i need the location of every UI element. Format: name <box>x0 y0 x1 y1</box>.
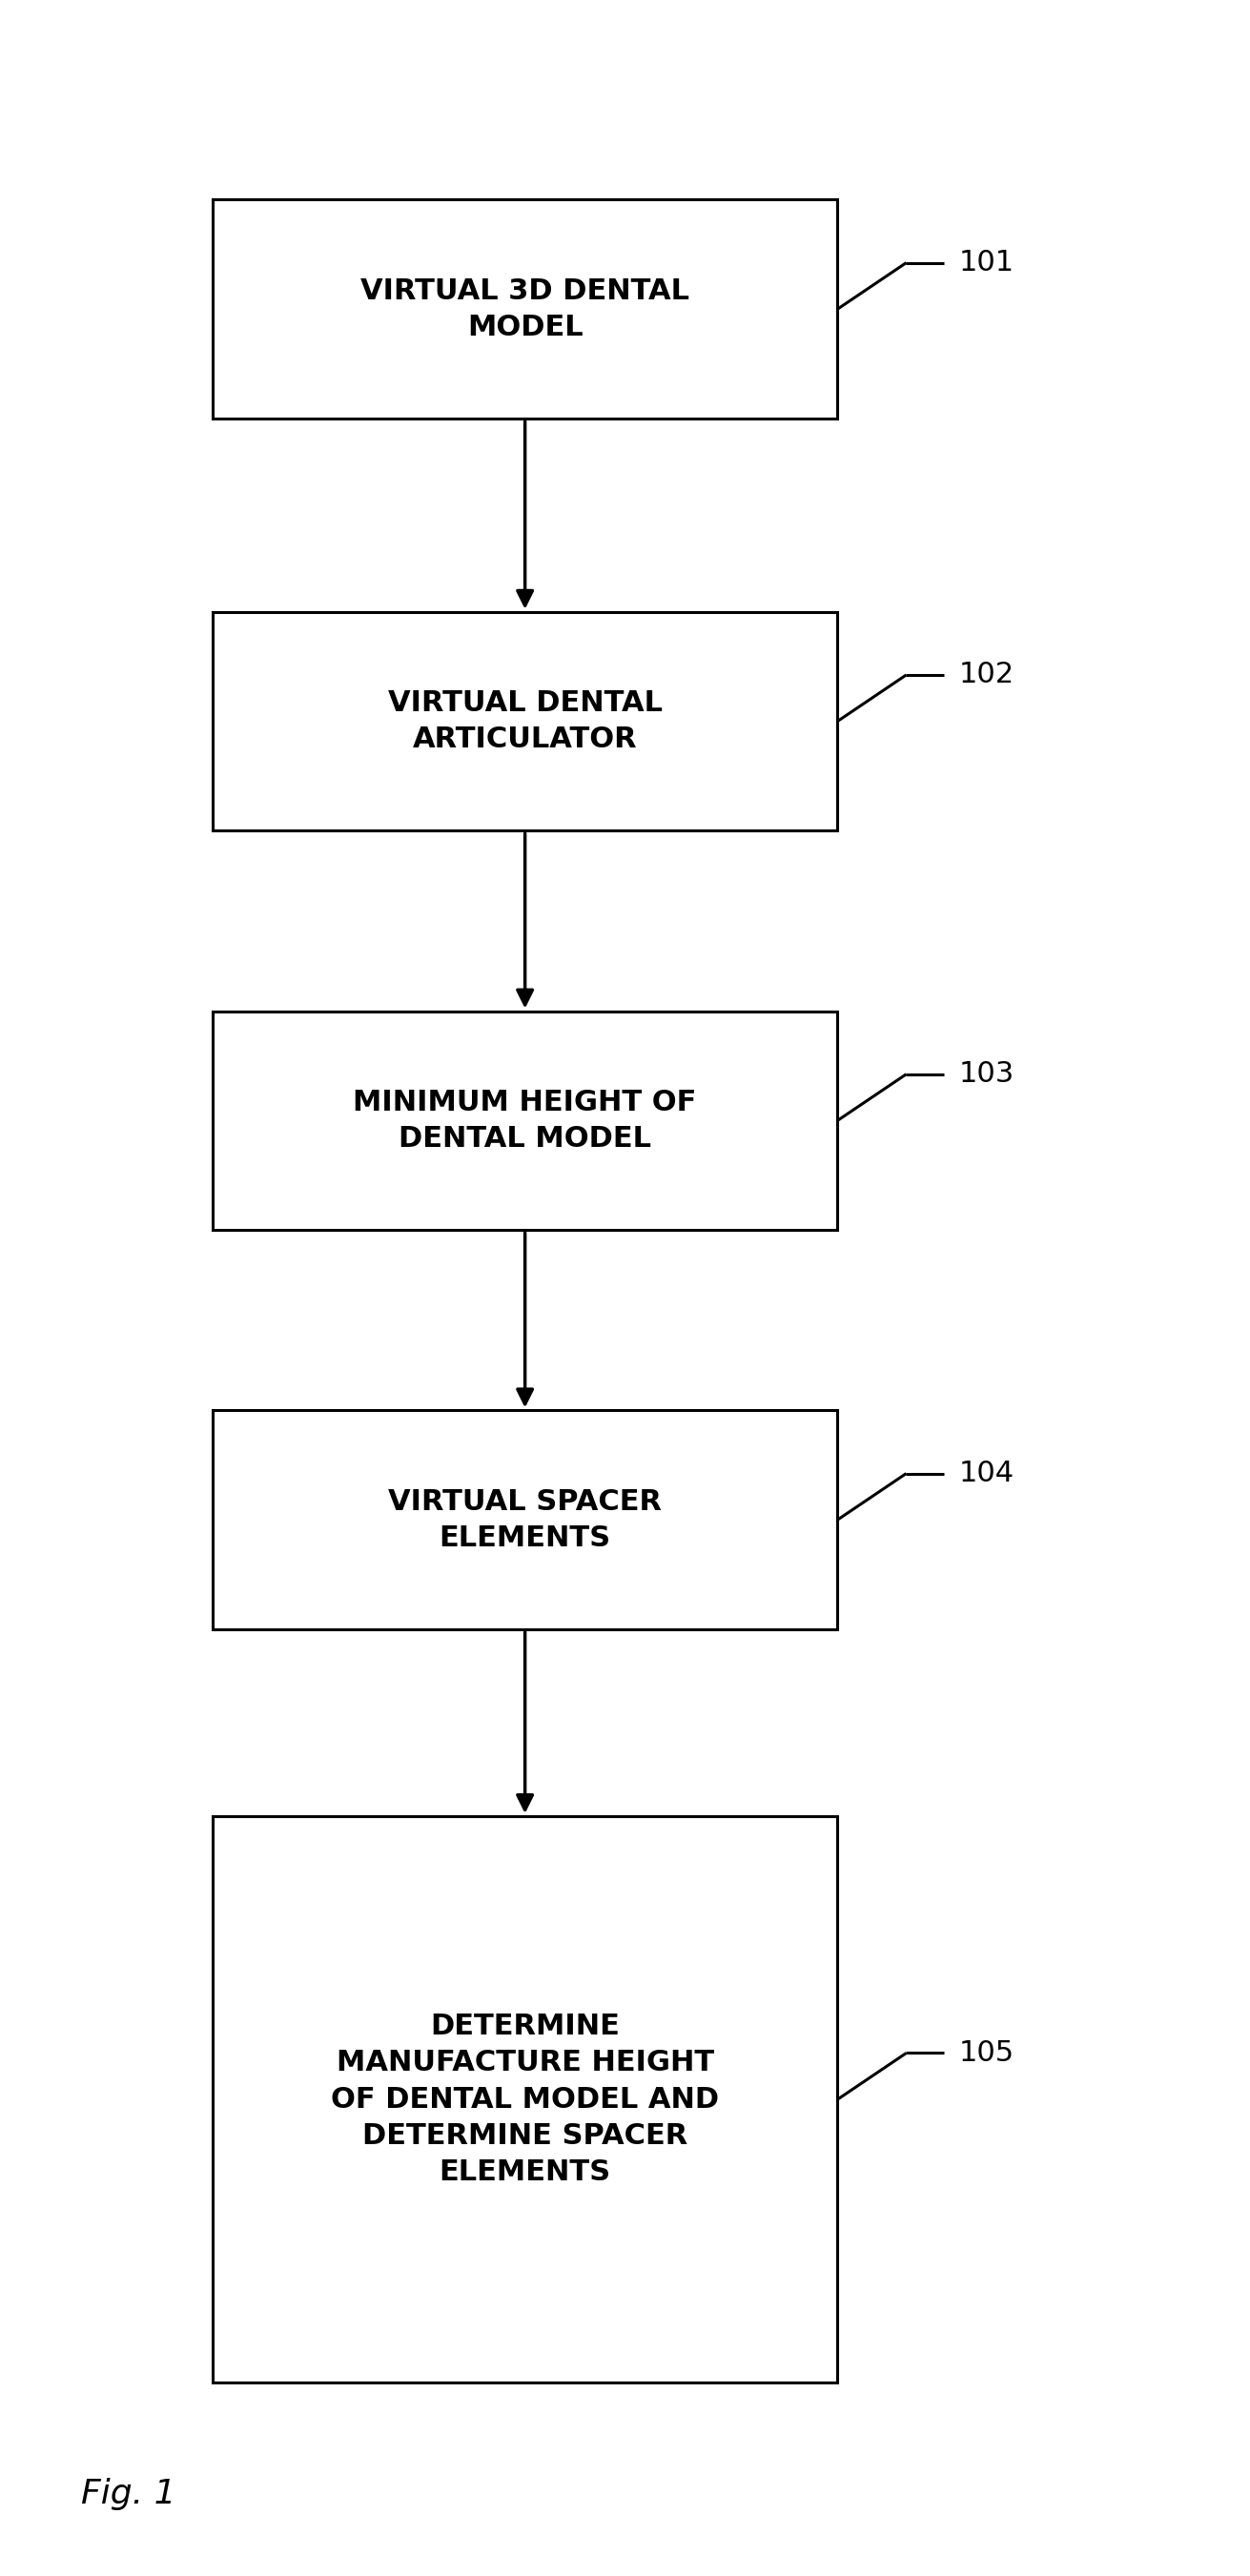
Text: VIRTUAL 3D DENTAL
MODEL: VIRTUAL 3D DENTAL MODEL <box>360 278 690 340</box>
Text: DETERMINE
MANUFACTURE HEIGHT
OF DENTAL MODEL AND
DETERMINE SPACER
ELEMENTS: DETERMINE MANUFACTURE HEIGHT OF DENTAL M… <box>331 2012 719 2187</box>
Text: Fig. 1: Fig. 1 <box>81 2478 176 2509</box>
Text: 101: 101 <box>959 250 1014 276</box>
Text: MINIMUM HEIGHT OF
DENTAL MODEL: MINIMUM HEIGHT OF DENTAL MODEL <box>354 1090 696 1151</box>
Text: 103: 103 <box>959 1061 1014 1087</box>
Bar <box>212 1816 838 2383</box>
Bar <box>212 613 838 829</box>
Text: VIRTUAL SPACER
ELEMENTS: VIRTUAL SPACER ELEMENTS <box>389 1489 661 1551</box>
Bar <box>212 1412 838 1631</box>
Bar <box>212 198 838 417</box>
Text: VIRTUAL DENTAL
ARTICULATOR: VIRTUAL DENTAL ARTICULATOR <box>388 690 663 752</box>
Text: 104: 104 <box>959 1461 1014 1486</box>
Text: 102: 102 <box>959 662 1014 688</box>
Bar <box>212 1012 838 1231</box>
Text: 105: 105 <box>959 2040 1014 2066</box>
